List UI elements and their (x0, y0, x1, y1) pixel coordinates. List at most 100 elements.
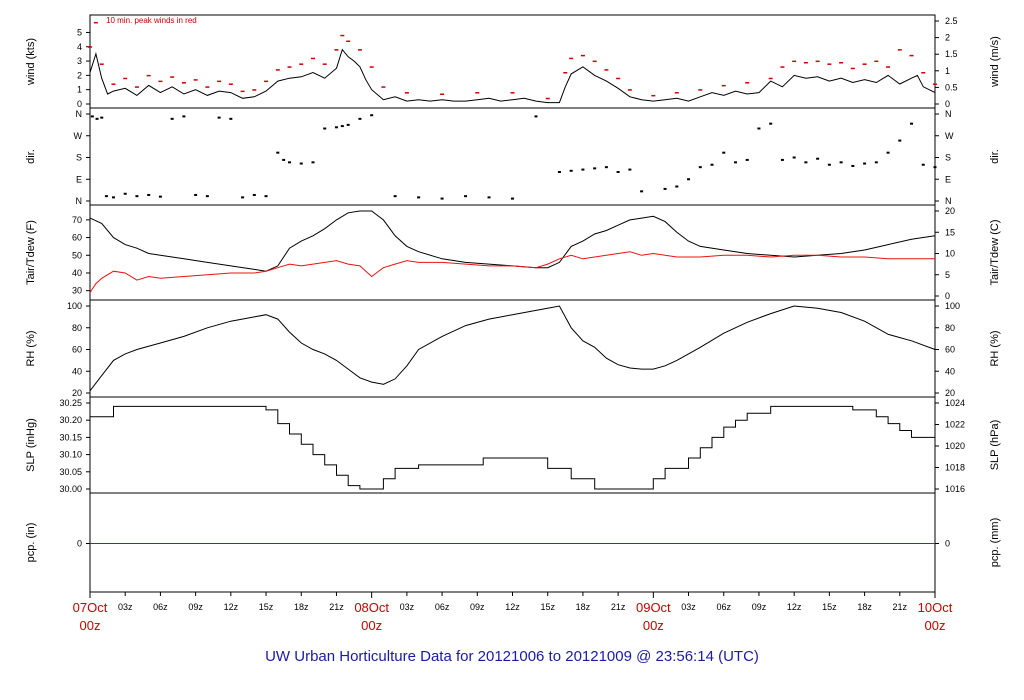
y-tick-label: 1 (77, 85, 82, 95)
y-tick-label-right: 40 (945, 366, 955, 376)
direction-point (182, 115, 186, 118)
peak-wind-point (340, 34, 345, 37)
y-tick-label: 0 (77, 99, 82, 109)
direction-point (910, 122, 914, 125)
direction-point (358, 117, 362, 120)
peak-wind-point (123, 77, 128, 80)
direction-point (733, 161, 737, 164)
series-line-rh (89, 305, 936, 392)
y-tick-label: 2 (77, 70, 82, 80)
y-tick-label-right: 15 (945, 227, 955, 237)
peak-wind-point (563, 72, 568, 74)
peak-wind-point (334, 49, 339, 51)
x-tick-label: 12z (224, 602, 239, 612)
direction-point (147, 193, 151, 196)
y-tick-label-right: S (945, 153, 951, 163)
direction-point (229, 117, 233, 120)
y-tick-label: 30.00 (59, 484, 82, 494)
x-tick-label: 06z (153, 602, 168, 612)
y-tick-label-right: 20 (945, 388, 955, 398)
chart-panels: wind (kts) wind (m/s)01234500.511.522.510… (25, 14, 1001, 593)
peak-wind-point (181, 82, 186, 84)
peak-wind-point (111, 83, 116, 85)
y-tick-label-right: 0.5 (945, 82, 958, 92)
y-tick-label-right: 1024 (945, 398, 965, 408)
direction-point (464, 195, 468, 198)
y-tick-label-right: 1.5 (945, 49, 958, 59)
direction-point (334, 126, 338, 129)
y-tick-label: 4 (77, 42, 82, 52)
y-tick-label-right: 1022 (945, 420, 965, 430)
y-axis-label-right: wind (m/s) (989, 36, 1001, 88)
direction-point (593, 167, 597, 170)
direction-point (346, 123, 350, 126)
y-axis-label: wind (kts) (25, 38, 37, 86)
y-tick-label: 30.10 (59, 450, 82, 460)
series-line-tair (89, 210, 936, 272)
x-tick-label: 21z (893, 602, 908, 612)
weather-chart: wind (kts) wind (m/s)01234500.511.522.510… (25, 14, 1001, 633)
peak-wind-point (909, 54, 914, 57)
panel-frame (89, 396, 936, 494)
direction-point (170, 117, 174, 120)
y-tick-label-right: 80 (945, 323, 955, 333)
direction-point (393, 195, 397, 198)
peak-wind-point (193, 79, 198, 81)
x-day-label: 08Oct (354, 600, 389, 615)
direction-point (276, 151, 280, 154)
x-tick-label: 09z (752, 602, 767, 612)
y-tick-label-right: 0 (945, 99, 950, 109)
y-tick-label-right: E (945, 174, 951, 184)
direction-point (792, 156, 796, 159)
y-axis-label: dir. (25, 149, 37, 164)
peak-wind-point (545, 97, 550, 100)
x-tick-label: 18z (857, 602, 872, 612)
y-tick-label-right: N (945, 109, 952, 119)
direction-point (839, 161, 843, 164)
peak-wind-point (745, 82, 750, 84)
y-axis-label-right: Tair/Tdew (C) (989, 219, 1001, 285)
y-tick-label: W (74, 131, 83, 141)
peak-wind-point (346, 40, 351, 43)
peak-wind-point (404, 92, 409, 94)
direction-point (194, 193, 198, 196)
x-tick-label: 03z (118, 602, 133, 612)
y-tick-label-right: 1018 (945, 463, 965, 473)
peak-wind-point (310, 57, 315, 60)
direction-point (628, 168, 632, 171)
peak-wind-point (205, 86, 210, 88)
y-tick-label-right: N (945, 196, 952, 206)
y-tick-label: 50 (72, 250, 82, 260)
y-tick-label: N (76, 109, 83, 119)
panel-frame (89, 492, 936, 593)
peak-wind-point (510, 92, 515, 94)
x-tick-label: 15z (540, 602, 555, 612)
direction-point (323, 127, 327, 130)
peak-wind-point (299, 63, 304, 65)
peak-wind-point (921, 72, 926, 74)
peak-wind-point (369, 66, 374, 68)
direction-point (340, 125, 344, 128)
direction-point (663, 187, 667, 190)
direction-point (604, 166, 608, 169)
direction-point (417, 196, 421, 199)
y-tick-label: 100 (67, 301, 82, 311)
peak-wind-point (569, 57, 574, 60)
peak-wind-note: 10 min. peak winds in red (106, 16, 197, 25)
y-axis-label: SLP (inHg) (25, 418, 37, 472)
panel-frame (89, 204, 936, 301)
direction-point (769, 122, 773, 125)
peak-wind-point (674, 92, 679, 94)
y-axis-label-right: dir. (989, 149, 1001, 164)
y-tick-label-right: W (945, 131, 954, 141)
series-line-wind (89, 48, 936, 104)
peak-wind-point (322, 63, 327, 65)
direction-point (123, 192, 127, 195)
direction-point (288, 161, 292, 164)
y-tick-label: S (76, 153, 82, 163)
y-tick-label-right: 1 (945, 66, 950, 76)
peak-wind-point (839, 62, 844, 64)
direction-point (370, 114, 374, 117)
x-tick-label: 06z (435, 602, 450, 612)
panel-frame (89, 14, 936, 109)
